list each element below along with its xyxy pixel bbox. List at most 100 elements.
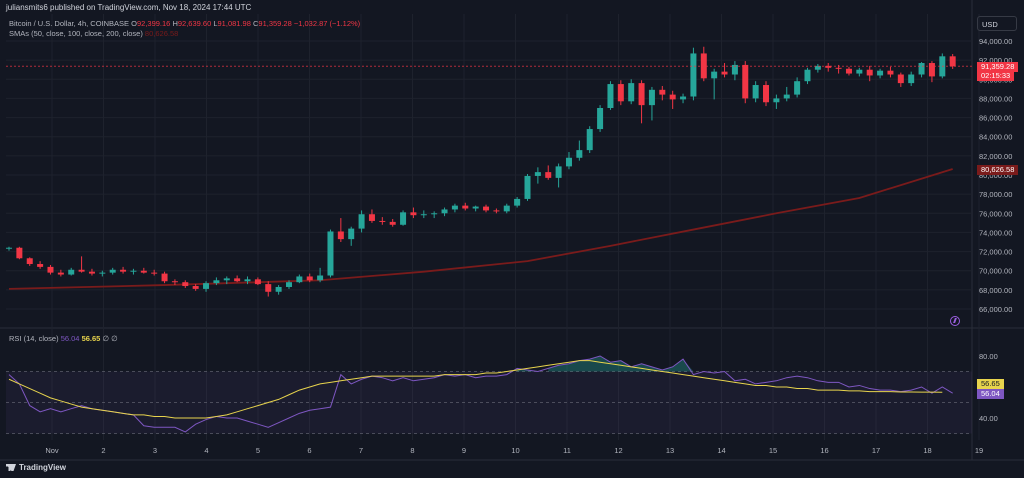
rsi-ma-tag: 56.65	[977, 379, 1004, 389]
candle-body	[130, 270, 137, 272]
candle-body	[358, 214, 365, 229]
rsi-pane	[6, 355, 972, 434]
time-tick-label: 10	[511, 446, 519, 455]
candle-body	[161, 273, 168, 282]
sma-legend[interactable]: SMAs (50, close, 100, close, 200, close)…	[9, 29, 178, 38]
rsi-ma-line	[8, 360, 943, 419]
time-tick-label: 5	[256, 446, 260, 455]
candle-body	[711, 71, 718, 79]
candle-body	[856, 69, 863, 74]
candle-body	[26, 258, 33, 265]
time-tick-label: 7	[359, 446, 363, 455]
tradingview-logo-text: TradingView	[19, 463, 66, 472]
candle-body	[88, 271, 95, 274]
candle-body	[151, 272, 158, 274]
candle-body	[835, 67, 842, 69]
candle-body	[285, 282, 292, 287]
candle-body	[731, 64, 738, 75]
candle-body	[617, 84, 624, 102]
rsi-legend[interactable]: RSI (14, close) 56.04 56.65 ∅ ∅	[9, 334, 118, 343]
price-tick-label: 66,000.00	[979, 305, 1012, 314]
rsi-tick-label: 40.00	[979, 414, 998, 423]
candle-body	[234, 278, 241, 282]
price-tick-label: 80,000.00	[979, 171, 1012, 180]
candle-body	[555, 166, 562, 178]
candle-body	[254, 279, 261, 285]
close-label: C	[252, 19, 259, 28]
time-tick-label: 18	[923, 446, 931, 455]
price-tick-label: 74,000.00	[979, 228, 1012, 237]
candle-body	[400, 212, 407, 225]
rsi-tick-label: 80.00	[979, 352, 998, 361]
price-tick-label: 78,000.00	[979, 190, 1012, 199]
time-tick-label: 17	[872, 446, 880, 455]
candle-body	[483, 206, 490, 211]
rsi-value-tag: 56.04	[977, 389, 1004, 399]
open-value: 92,399.16	[136, 19, 171, 28]
candle-body	[78, 269, 85, 272]
time-tick-label: 8	[410, 446, 414, 455]
price-tick-label: 94,000.00	[979, 37, 1012, 46]
candle-body	[6, 247, 12, 249]
candle-body	[451, 205, 458, 210]
time-tick-label: 2	[101, 446, 105, 455]
candle-body	[534, 172, 541, 176]
time-tick-label: 16	[820, 446, 828, 455]
candle-body	[928, 63, 935, 77]
time-tick-label: 12	[614, 446, 622, 455]
candle-body	[348, 228, 355, 240]
candle-body	[182, 282, 189, 287]
candle-body	[887, 70, 894, 75]
candle-body	[296, 276, 303, 283]
price-tick-label: 72,000.00	[979, 248, 1012, 257]
candle-body	[171, 281, 178, 283]
candle-body	[337, 231, 344, 240]
candle-body	[586, 129, 593, 151]
candle-body	[389, 221, 396, 225]
lightning-icon[interactable]	[950, 316, 960, 326]
candle-body	[845, 68, 852, 74]
time-tick-label: 3	[153, 446, 157, 455]
time-tick-label: 4	[204, 446, 208, 455]
candle-body	[680, 96, 687, 100]
currency-button[interactable]: USD	[977, 16, 1017, 31]
publish-line: juliansmits6 published on TradingView.co…	[6, 3, 252, 12]
candle-body	[462, 205, 469, 209]
time-tick-label: 15	[769, 446, 777, 455]
price-tick-label: 82,000.00	[979, 152, 1012, 161]
candle-body	[57, 272, 64, 275]
open-label: O	[131, 19, 137, 28]
candle-body	[908, 74, 915, 84]
candle-body	[866, 69, 873, 76]
candle-body	[203, 283, 210, 289]
candle-body	[690, 53, 697, 97]
ohlc-legend: Bitcoin / U.S. Dollar, 4h, COINBASE O92,…	[9, 19, 360, 28]
candle-body	[597, 108, 604, 130]
candle-body	[514, 198, 521, 206]
countdown-tag: 02:15:33	[977, 71, 1015, 81]
candle-body	[565, 157, 572, 167]
candle-body	[877, 70, 884, 76]
candle-body	[648, 89, 655, 106]
high-label: H	[172, 19, 178, 28]
candle-body	[493, 210, 500, 212]
price-tick-label: 92,000.00	[979, 56, 1012, 65]
price-tick-label: 86,000.00	[979, 114, 1012, 123]
candle-body	[265, 284, 272, 292]
close-value: 91,359.28	[258, 19, 292, 28]
candle-body	[524, 175, 531, 199]
candle-body	[410, 212, 417, 216]
sma-label: SMAs (50, close, 100, close, 200, close)	[9, 29, 143, 38]
rsi-ma-value: 56.65	[81, 334, 101, 343]
candle-body	[752, 85, 759, 99]
time-tick-label: 19	[975, 446, 983, 455]
change-value: −1,032.87 (−1.12%)	[293, 19, 361, 28]
candle-body	[794, 81, 801, 95]
rsi-overbought-fill	[517, 356, 694, 372]
candle-body	[99, 272, 106, 274]
price-tick-label: 70,000.00	[979, 267, 1012, 276]
price-tick-label: 84,000.00	[979, 133, 1012, 142]
sma-200-path	[8, 168, 953, 290]
tradingview-logo[interactable]: TradingView	[6, 463, 66, 472]
